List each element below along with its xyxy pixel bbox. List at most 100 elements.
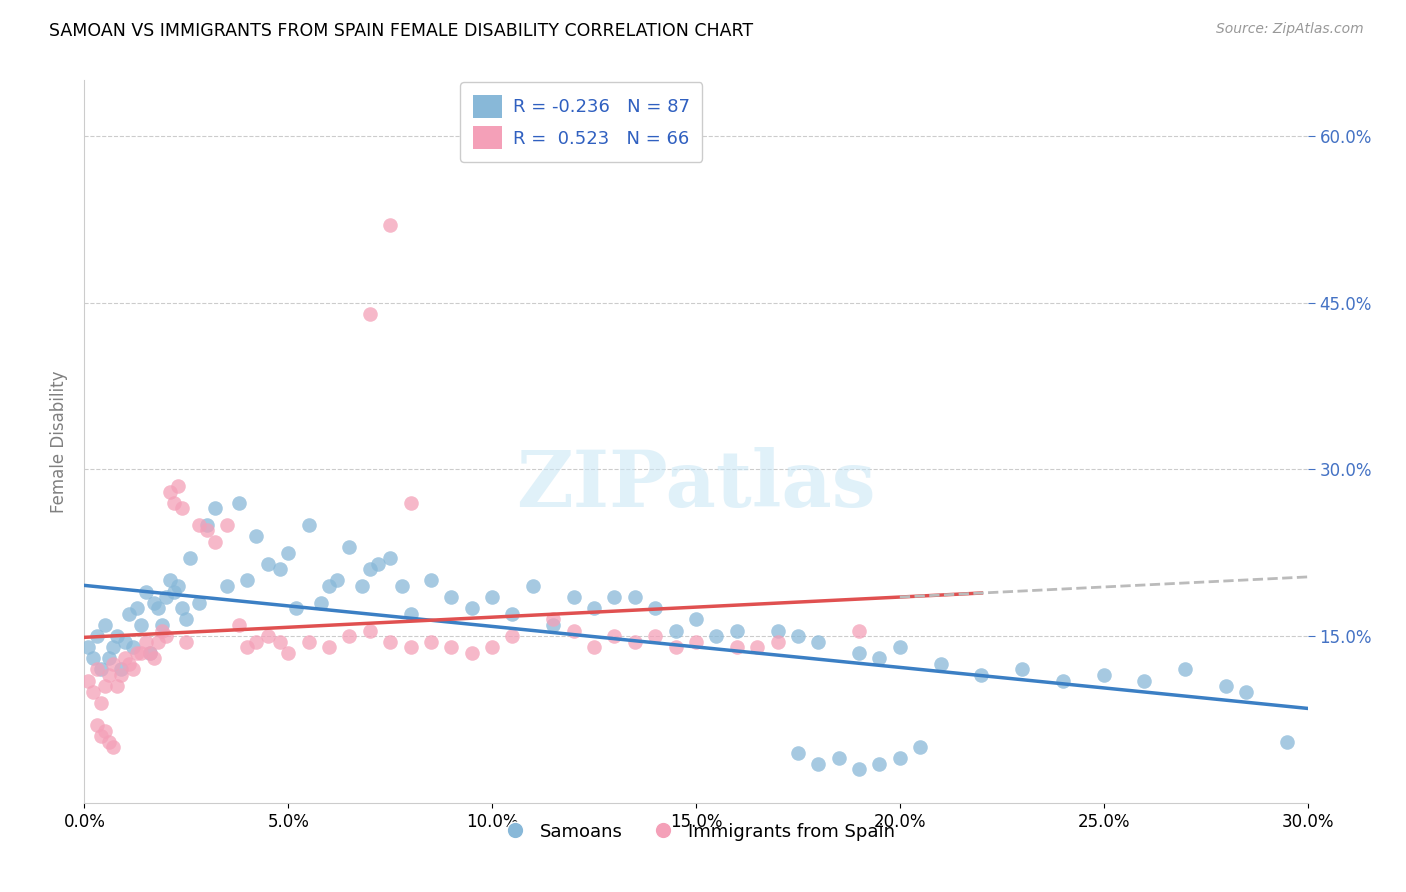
Point [440,640,463,655]
Point [131,646,153,660]
Point [172,601,194,615]
Point [603,629,626,643]
Point [269,634,291,648]
Point [583,640,606,655]
Point [644,601,666,615]
Point [725,624,748,638]
Point [807,634,830,648]
Point [167,579,190,593]
Point [359,624,381,638]
Point [481,640,503,655]
Point [889,751,911,765]
Point [163,584,186,599]
Point [217,517,239,532]
Point [685,634,707,648]
Point [644,629,666,643]
Point [1133,673,1156,688]
Point [118,657,141,671]
Point [114,651,136,665]
Point [82,651,104,665]
Point [174,634,197,648]
Point [90,729,112,743]
Point [326,574,349,588]
Point [350,579,373,593]
Point [1236,684,1258,698]
Point [502,607,524,621]
Point [142,651,165,665]
Point [380,634,402,648]
Point [142,596,165,610]
Point [807,756,830,771]
Point [105,679,128,693]
Point [86,718,108,732]
Point [150,618,173,632]
Point [367,557,389,571]
Point [461,601,484,615]
Point [359,307,381,321]
Y-axis label: Female Disability: Female Disability [51,370,69,513]
Point [127,601,149,615]
Point [399,640,422,655]
Point [318,579,340,593]
Point [399,607,422,621]
Point [339,629,361,643]
Point [399,496,422,510]
Point [155,590,177,604]
Point [245,529,267,543]
Point [97,668,120,682]
Point [910,740,932,755]
Point [82,684,104,698]
Point [522,579,544,593]
Point [725,640,748,655]
Point [77,640,100,655]
Point [298,634,321,648]
Point [929,657,952,671]
Point [135,584,157,599]
Point [298,517,321,532]
Point [889,640,911,655]
Point [848,763,870,777]
Point [543,612,565,626]
Point [228,618,250,632]
Point [93,723,115,738]
Point [122,640,145,655]
Point [187,596,209,610]
Point [101,657,124,671]
Point [155,629,177,643]
Point [420,574,443,588]
Point [359,562,381,576]
Point [391,579,413,593]
Point [236,640,259,655]
Point [179,551,201,566]
Point [187,517,209,532]
Point [122,662,145,676]
Point [828,751,851,765]
Point [461,646,484,660]
Point [624,634,647,648]
Point [118,607,141,621]
Point [562,624,585,638]
Text: SAMOAN VS IMMIGRANTS FROM SPAIN FEMALE DISABILITY CORRELATION CHART: SAMOAN VS IMMIGRANTS FROM SPAIN FEMALE D… [49,22,754,40]
Point [1092,668,1115,682]
Point [86,662,108,676]
Point [131,618,153,632]
Point [135,634,157,648]
Point [110,662,132,676]
Point [869,756,891,771]
Point [150,624,173,638]
Point [481,590,503,604]
Point [665,624,688,638]
Point [204,501,226,516]
Point [1174,662,1197,676]
Point [204,534,226,549]
Point [146,601,169,615]
Point [440,590,463,604]
Point [309,596,332,610]
Point [110,668,132,682]
Point [97,651,120,665]
Point [159,574,181,588]
Legend: Samoans, Immigrants from Spain: Samoans, Immigrants from Spain [489,815,903,848]
Point [766,624,789,638]
Text: Source: ZipAtlas.com: Source: ZipAtlas.com [1216,22,1364,37]
Point [1011,662,1033,676]
